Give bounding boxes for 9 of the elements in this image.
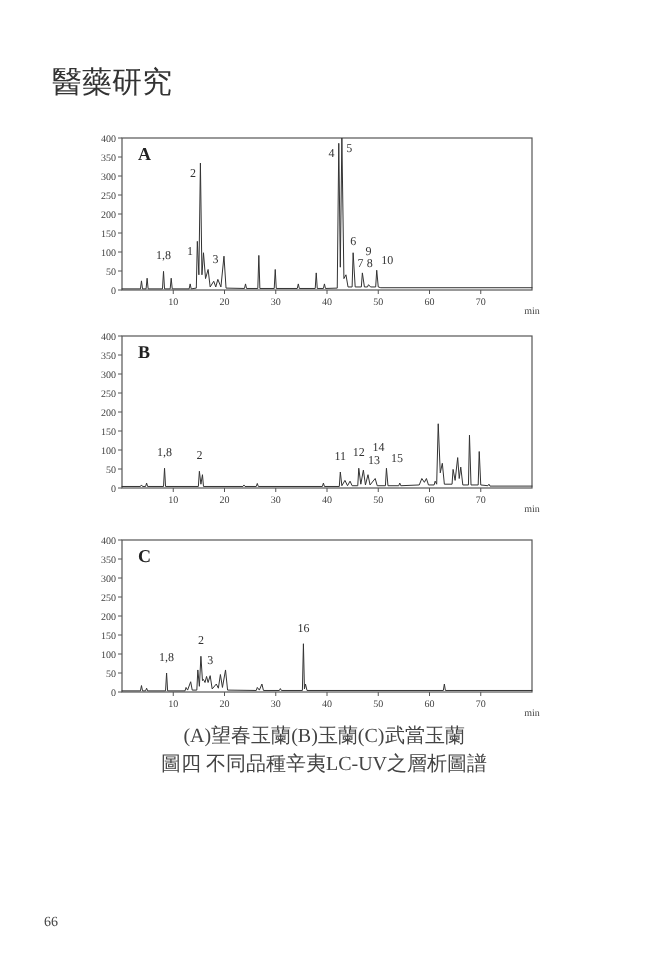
text: 醫藥研究 xyxy=(52,66,172,100)
line-series xyxy=(121,137,533,290)
text: 圖四 不同品種辛夷LC-UV之層析圖譜 xyxy=(160,752,488,776)
chart-title: A xyxy=(138,144,152,164)
line-series xyxy=(121,643,533,692)
line-series xyxy=(121,423,533,487)
text: (A)望春玉蘭(B)玉蘭(C)武當玉蘭 xyxy=(183,724,465,748)
chart-title: C xyxy=(138,546,151,566)
chart-title: B xyxy=(138,342,151,362)
